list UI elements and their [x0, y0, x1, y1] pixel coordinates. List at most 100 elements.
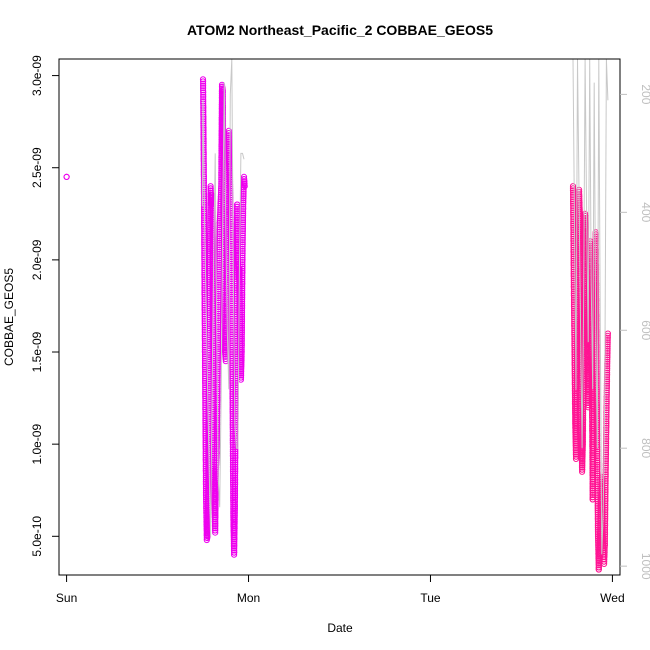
data-point: [63, 173, 70, 180]
data-point: [201, 355, 209, 362]
data-point: [214, 372, 221, 379]
data-point: [570, 211, 577, 218]
data-point: [593, 337, 600, 344]
data-point: [226, 154, 233, 161]
data-point: [219, 126, 227, 133]
data-point: [593, 320, 600, 327]
data-point: [241, 183, 248, 190]
data-point: [579, 455, 586, 463]
data-point: [219, 96, 226, 103]
data-point: [603, 391, 610, 398]
data-point: [574, 342, 581, 349]
data-point: [220, 203, 227, 210]
data-point: [582, 225, 589, 232]
data-point: [579, 453, 586, 460]
data-point: [203, 518, 210, 526]
data-point: [231, 514, 238, 521]
data-point: [226, 147, 233, 154]
y2-tick-label: 1000: [639, 553, 650, 580]
data-point: [209, 242, 216, 250]
data-point: [213, 437, 220, 444]
data-point: [207, 185, 214, 192]
data-point: [574, 333, 581, 340]
data-point: [203, 516, 210, 523]
data-point: [594, 463, 601, 470]
data-point: [590, 447, 597, 454]
data-point: [212, 494, 219, 501]
data-point: [574, 325, 581, 332]
data-point: [219, 124, 227, 131]
data-point: [209, 258, 216, 265]
data-point: [590, 452, 597, 459]
data-point: [593, 311, 600, 318]
data-point: [212, 505, 219, 512]
data-point: [594, 457, 601, 464]
data-point: [574, 359, 581, 366]
data-point: [240, 188, 247, 195]
data-point: [582, 219, 589, 226]
data-point: [232, 472, 239, 479]
data-point: [574, 353, 581, 360]
data-point: [215, 317, 222, 324]
data-point: [231, 525, 238, 532]
data-point: [595, 566, 602, 573]
data-point: [215, 308, 222, 315]
data-point: [601, 553, 608, 561]
data-point: [200, 93, 207, 101]
data-point: [594, 450, 601, 457]
data-point: [220, 214, 227, 221]
data-point: [206, 371, 213, 378]
data-point: [603, 427, 610, 434]
data-point: [602, 447, 610, 454]
x-axis-label: Date: [327, 621, 353, 635]
data-point: [215, 334, 222, 342]
data-point: [210, 375, 217, 382]
data-point: [214, 348, 222, 355]
data-point: [203, 514, 210, 521]
data-point: [579, 460, 586, 467]
data-point: [590, 454, 597, 461]
data-point: [209, 254, 216, 261]
data-point: [602, 477, 609, 485]
data-point: [213, 461, 220, 468]
data-point: [215, 319, 222, 326]
data-point: [603, 433, 610, 440]
data-point: [215, 315, 222, 322]
data-point: [232, 465, 239, 473]
data-point: [582, 217, 589, 224]
data-point: [210, 384, 217, 391]
data-point: [582, 210, 589, 217]
data-point: [602, 491, 609, 498]
data-point: [579, 458, 586, 465]
data-point: [602, 480, 609, 487]
data-point: [220, 194, 227, 202]
y-tick-label: 2.5e-09: [30, 147, 44, 188]
data-point: [570, 209, 577, 216]
data-point: [602, 493, 609, 500]
data-point: [212, 503, 219, 510]
data-point: [231, 520, 238, 528]
data-point: [603, 413, 610, 420]
data-point: [570, 200, 577, 207]
data-point: [215, 310, 222, 317]
data-point: [232, 457, 239, 464]
data-point: [591, 301, 598, 308]
data-point: [231, 512, 238, 519]
data-point: [231, 494, 239, 501]
data-point: [602, 486, 609, 493]
data-point: [200, 89, 207, 96]
data-point: [220, 208, 227, 215]
data-point: [212, 501, 219, 508]
data-point: [572, 455, 580, 462]
data-point: [574, 327, 581, 334]
data-point: [219, 87, 226, 94]
data-point: [579, 464, 586, 471]
data-point: [601, 560, 608, 568]
data-point: [593, 326, 600, 333]
data-point: [569, 187, 577, 194]
data-point: [570, 196, 577, 203]
data-point: [582, 227, 589, 234]
data-point: [231, 496, 238, 503]
data-point: [200, 87, 207, 94]
data-point: [213, 430, 220, 437]
